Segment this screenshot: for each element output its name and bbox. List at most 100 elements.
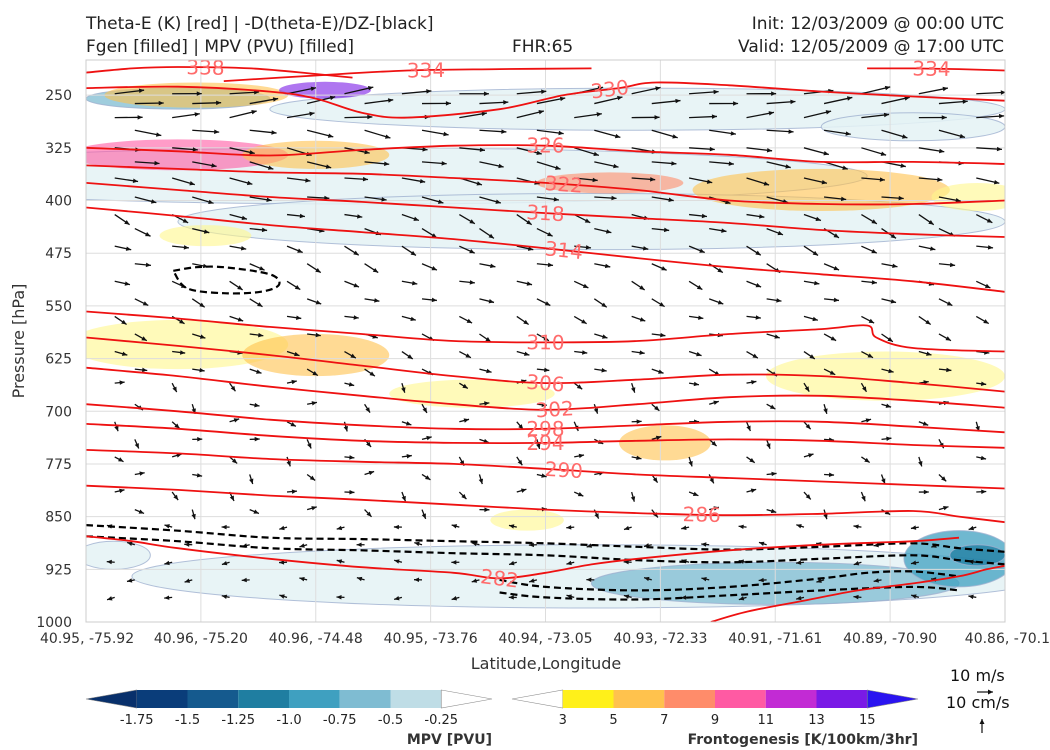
wind-vector-head xyxy=(179,319,185,324)
wind-vector-head xyxy=(425,475,431,480)
wind-vector-head xyxy=(311,401,317,406)
wind-vector-head xyxy=(523,319,529,325)
theta-e-contour-label: 334 xyxy=(407,58,446,83)
wind-vector-head xyxy=(286,460,291,467)
wind-vector-head xyxy=(315,267,321,273)
fgen-fill-region xyxy=(536,172,684,194)
theta-e-contour-label: 310 xyxy=(526,330,565,355)
wind-vector-head xyxy=(241,577,247,583)
wind-vector-head xyxy=(566,560,572,566)
theta-e-contour xyxy=(86,535,960,580)
wind-vector-head xyxy=(746,425,751,432)
wind-vector-head xyxy=(369,371,375,377)
colorbar-swatch xyxy=(511,689,564,709)
wind-vector-head xyxy=(930,246,936,251)
x-tick-label: 40.96, -74.48 xyxy=(269,631,363,647)
forecast-hour: FHR:65 xyxy=(512,37,574,57)
colorbar-swatch xyxy=(562,690,614,708)
wind-vector-head xyxy=(536,150,542,155)
wind-vector-head xyxy=(484,507,490,512)
wind-vector-head xyxy=(864,457,870,463)
wind-vector-head xyxy=(655,435,662,441)
wind-vector-head xyxy=(585,245,592,250)
wind-vector-head xyxy=(309,111,315,117)
wind-vector-head xyxy=(367,114,373,120)
wind-vector-head xyxy=(559,96,566,102)
wind-vector-head xyxy=(943,505,949,511)
wind-vector-head xyxy=(384,161,390,166)
wind-vector-head xyxy=(106,559,112,565)
wind-vector-head xyxy=(520,488,527,493)
wind-vector-head xyxy=(672,134,678,139)
wind-vector-head xyxy=(602,334,608,339)
wind-vector-head xyxy=(770,508,777,514)
colorbar-swatch xyxy=(613,690,665,708)
wind-vector-head xyxy=(155,132,162,137)
wind-vector-head xyxy=(437,199,444,204)
y-tick-label: 625 xyxy=(45,352,72,368)
wind-vector-head xyxy=(299,543,305,548)
wind-vector-head xyxy=(484,401,490,406)
wind-vector-head xyxy=(582,350,588,355)
wind-vector-head xyxy=(805,494,811,500)
wind-vector-head xyxy=(636,455,642,461)
wind-vector-head xyxy=(294,285,301,290)
x-tick-label: 40.95, -75.92 xyxy=(40,631,134,647)
wind-vector-head xyxy=(601,302,607,308)
wind-vector-head xyxy=(812,250,819,256)
wind-vector-head xyxy=(923,489,929,495)
wind-vector-head xyxy=(528,542,534,548)
wind-vector-head xyxy=(873,542,879,548)
wind-vector-head xyxy=(984,283,991,288)
colorbar-tick-label: -1.75 xyxy=(120,713,154,728)
wind-vector-head xyxy=(713,89,719,95)
wind-vector-head xyxy=(886,436,892,441)
wind-vector-head xyxy=(925,319,931,325)
wind-vector-head xyxy=(536,443,541,449)
wind-vector-head xyxy=(730,131,736,136)
wind-vector-head xyxy=(709,146,715,152)
wind-vector-head xyxy=(586,543,593,548)
wind-vector-head xyxy=(593,408,599,414)
wind-vector-head xyxy=(256,369,262,374)
theta-e-contours: 338 334 3343303263223183143103063022982942… xyxy=(86,58,1005,622)
theta-e-contour xyxy=(86,366,1005,411)
wind-vector-head xyxy=(650,177,656,182)
wind-vector-head xyxy=(394,559,400,564)
wind-vector-head xyxy=(830,336,837,341)
x-axis-ticks: 40.95, -75.92 40.96, -75.20 40.96, -74.48 4… xyxy=(40,631,1050,647)
wind-vector-head xyxy=(114,425,119,432)
wind-vector-head xyxy=(119,380,125,385)
theta-e-contour xyxy=(86,484,1005,524)
wind-vector-head xyxy=(888,368,894,374)
wind-vector-head xyxy=(898,195,904,201)
colorbar-tick-label: -1.25 xyxy=(221,713,255,728)
wind-vector-head xyxy=(349,455,355,460)
wind-vector-head xyxy=(871,280,877,285)
wind-vector-head xyxy=(291,379,297,385)
colorbar-tick-label: -1.0 xyxy=(276,713,301,728)
wind-vector-head xyxy=(451,524,458,529)
fgen-fill-region xyxy=(187,42,224,56)
wind-vector-head xyxy=(871,248,877,254)
wind-vector-head xyxy=(465,353,471,358)
fgen-fill-region xyxy=(159,225,252,247)
wind-vector-head xyxy=(139,471,145,476)
wind-vector-head xyxy=(887,337,893,342)
colorbar-tick-label: 11 xyxy=(757,713,774,728)
wind-vector-head xyxy=(701,576,707,582)
wind-vector-head xyxy=(443,131,449,137)
wind-vector-head xyxy=(348,382,355,387)
wind-vector-head xyxy=(597,86,604,91)
wind-vector-head xyxy=(299,213,305,219)
wind-vector-head xyxy=(483,438,489,444)
wind-vector-head xyxy=(422,147,428,152)
y-tick-label: 325 xyxy=(45,141,72,157)
wind-vector-head xyxy=(508,524,515,529)
wind-vector-head xyxy=(861,495,866,502)
wind-vector-head xyxy=(495,199,501,204)
wind-vector-head xyxy=(890,299,897,304)
wind-vector-head xyxy=(696,351,702,357)
wind-vector-head xyxy=(295,315,302,320)
wind-vector-head xyxy=(189,181,195,186)
